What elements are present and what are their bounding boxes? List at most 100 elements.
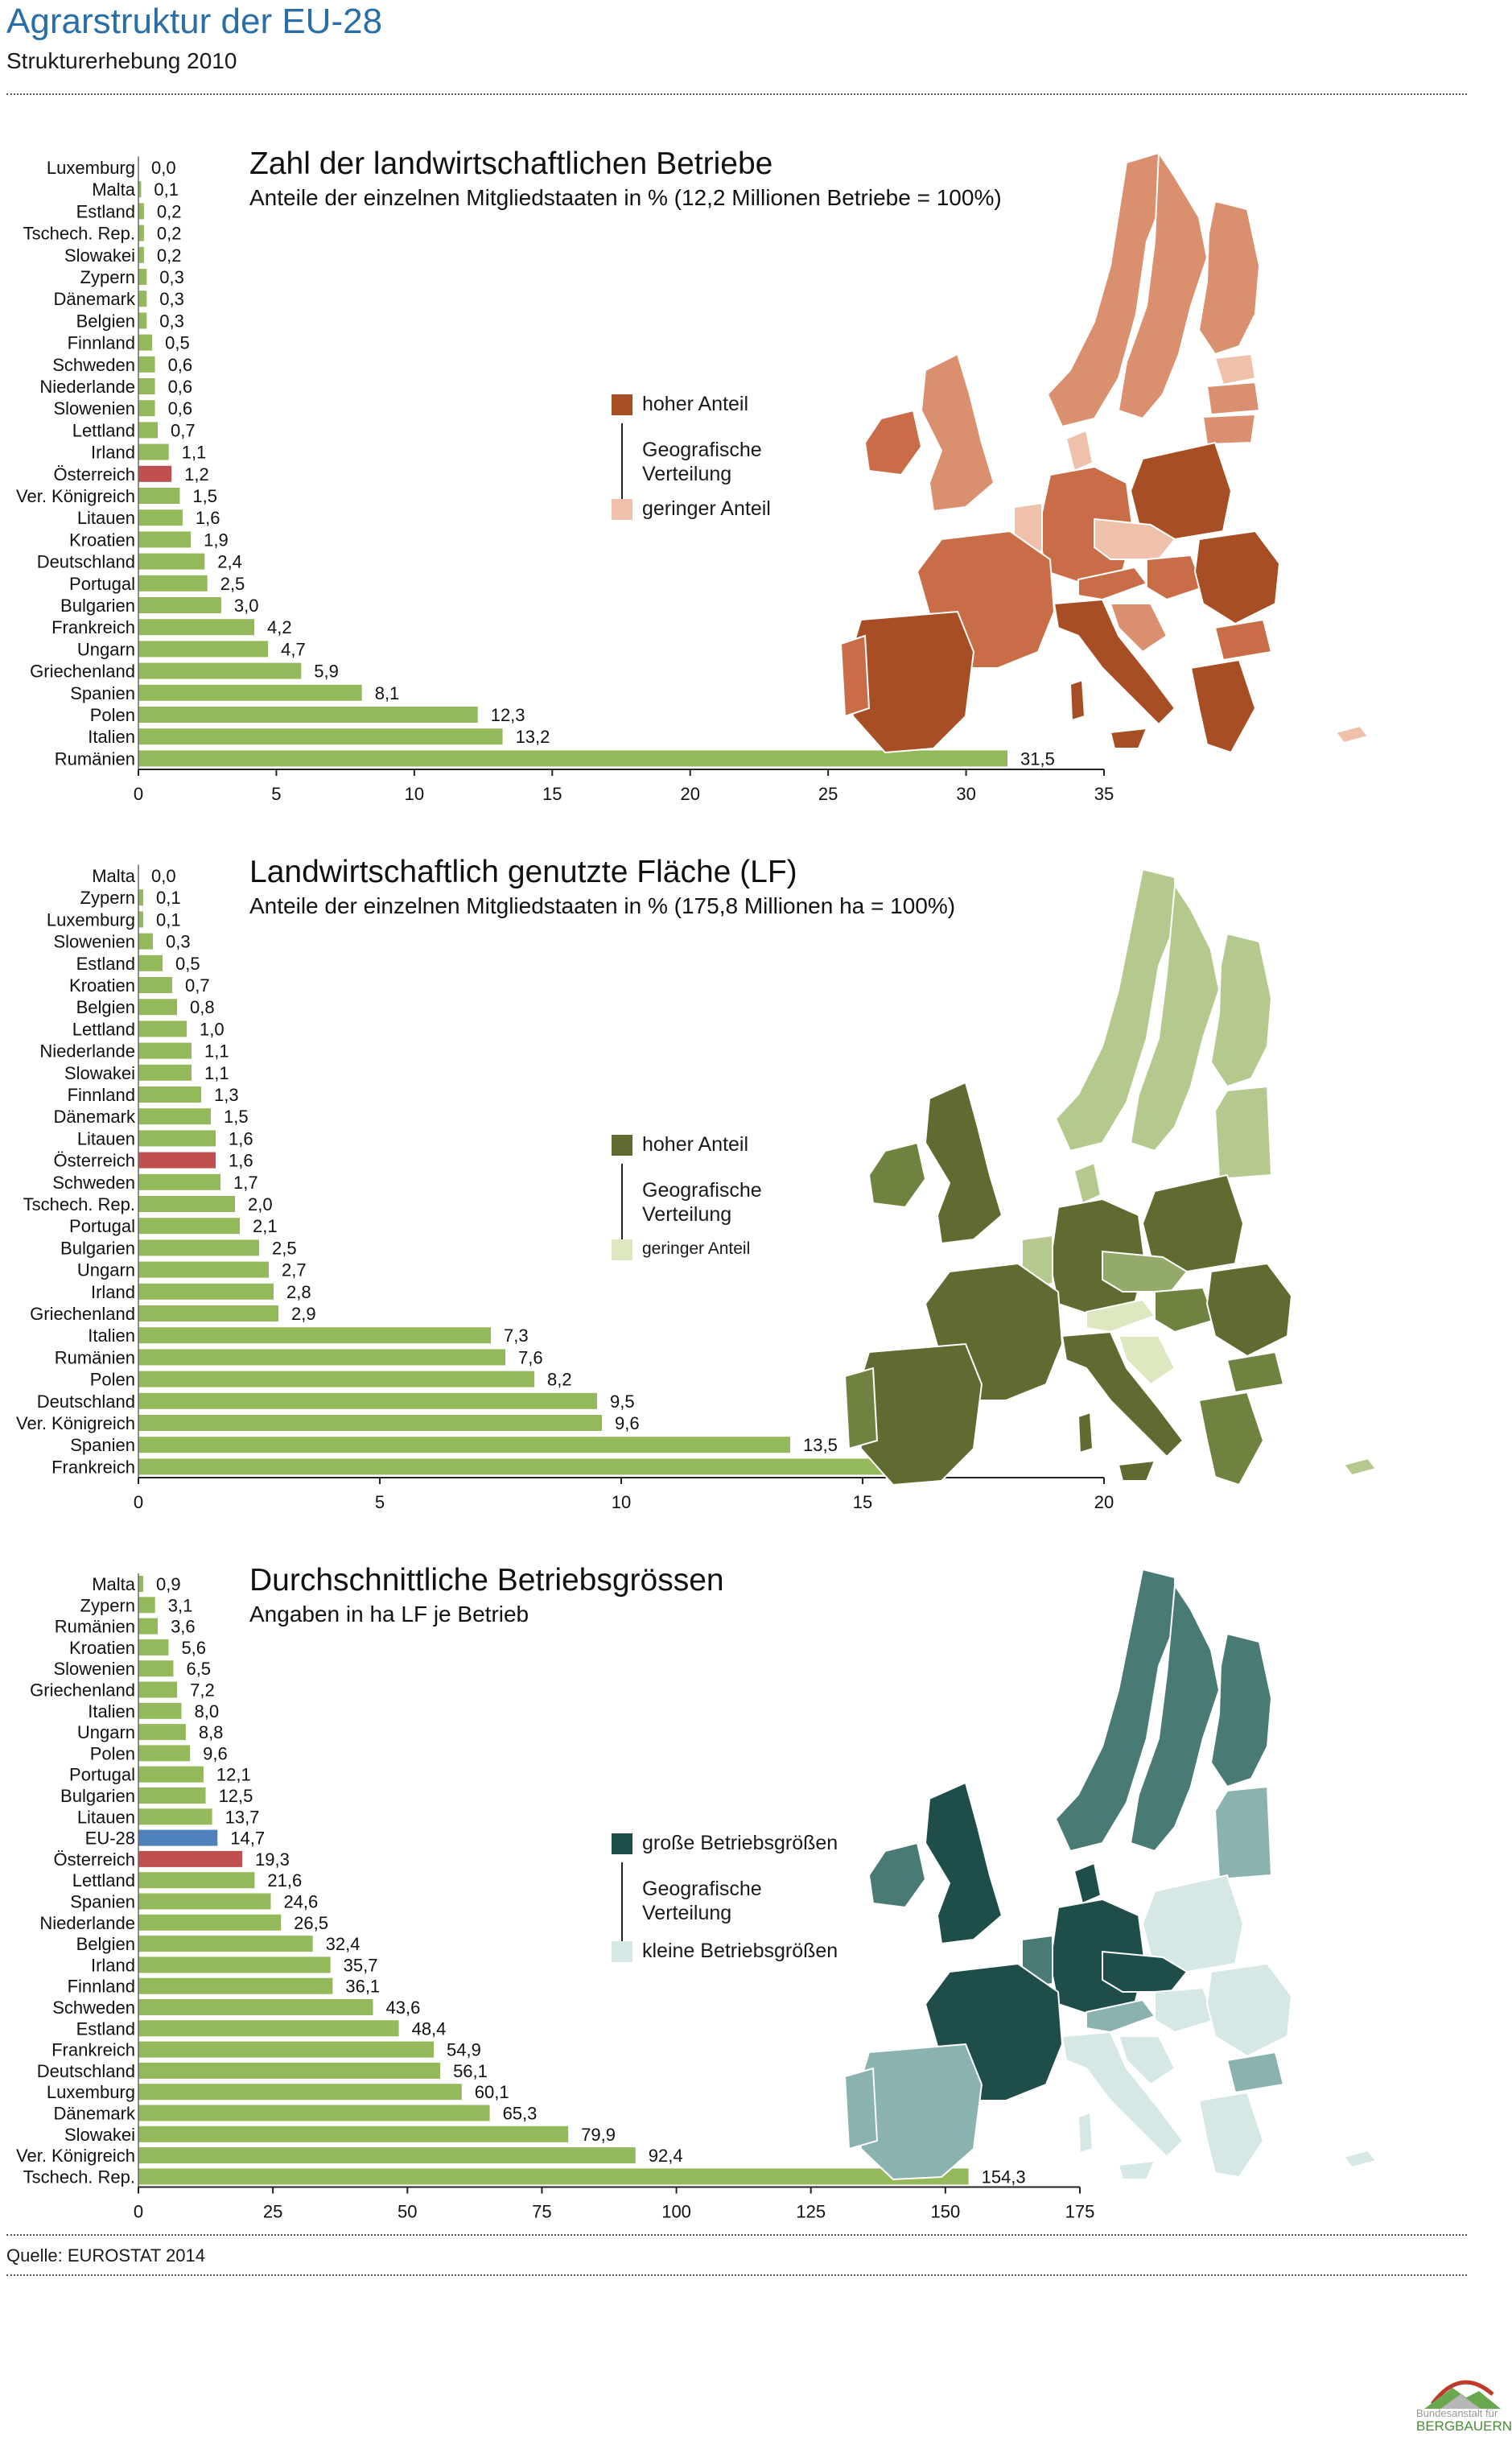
map-region-sweden <box>1129 1583 1221 1853</box>
legend-label-high: hoher Anteil <box>642 1133 749 1156</box>
data-label: 3,1 <box>168 1595 193 1615</box>
category-label: Estland <box>76 2018 135 2039</box>
data-label: 13,5 <box>803 1435 838 1455</box>
map-region-bulgaria <box>1213 618 1273 662</box>
data-label: 19,3 <box>255 1849 290 1870</box>
category-label: Irland <box>91 1955 135 1975</box>
category-label: Luxemburg <box>47 2082 135 2102</box>
data-label: 0,1 <box>156 909 181 930</box>
map-region-romania <box>1205 1262 1293 1358</box>
map-region-sicily <box>1117 1459 1156 1482</box>
bar <box>138 1914 282 1931</box>
data-label: 8,0 <box>194 1701 219 1721</box>
category-label: Polen <box>90 705 135 725</box>
x-tick-label: 15 <box>853 1492 872 1512</box>
data-label: 8,8 <box>199 1722 224 1742</box>
bar <box>138 356 155 373</box>
category-label: Ungarn <box>77 1260 135 1280</box>
map-region-portugal <box>843 1367 879 1450</box>
data-label: 1,5 <box>192 486 217 506</box>
category-label: Polen <box>90 1370 135 1390</box>
map-region-bulgaria <box>1226 1350 1285 1394</box>
bar <box>138 269 147 285</box>
data-label: 0,7 <box>185 975 210 996</box>
category-label: Slowenien <box>53 932 135 952</box>
category-label: Dänemark <box>54 1107 136 1127</box>
bar <box>138 1766 204 1783</box>
data-label: 35,7 <box>344 1955 378 1975</box>
bar <box>138 662 302 679</box>
data-label: 0,9 <box>156 1574 181 1594</box>
map-region-uk <box>920 353 995 513</box>
europe-map-farms <box>839 153 1370 754</box>
bar <box>138 378 155 394</box>
category-label: Bulgarien <box>60 1238 135 1258</box>
map-region-hungary <box>1146 554 1205 601</box>
category-label: Kroatien <box>69 530 135 550</box>
logo-main-text: BERGBAUERNFRAGEN <box>1416 2418 1512 2434</box>
bar <box>138 400 155 417</box>
map-region-denmark <box>1073 1862 1102 1905</box>
map-region-austria <box>1086 1298 1156 1334</box>
data-label: 1,0 <box>200 1019 225 1039</box>
data-label: 2,0 <box>248 1194 273 1214</box>
data-label: 1,6 <box>229 1151 253 1171</box>
data-label: 1,7 <box>233 1173 258 1193</box>
bar <box>138 1371 534 1387</box>
data-label: 0,6 <box>168 398 193 418</box>
data-label: 13,7 <box>225 1807 260 1827</box>
bar <box>138 225 144 241</box>
bar <box>138 1349 505 1366</box>
legend-swatch-high <box>612 394 632 415</box>
data-label: 1,6 <box>229 1128 253 1148</box>
data-label: 65,3 <box>503 2104 538 2124</box>
data-label: 31,5 <box>1020 748 1055 769</box>
bar <box>138 1130 216 1147</box>
bar <box>138 575 208 592</box>
map-region-greece <box>1197 1391 1265 1486</box>
data-label: 12,5 <box>219 1786 253 1806</box>
bar <box>138 1173 220 1190</box>
bar <box>138 619 254 636</box>
map-region-latvia <box>1205 381 1261 416</box>
x-tick-label: 15 <box>542 784 562 804</box>
category-label: Irland <box>91 443 135 463</box>
bar <box>138 312 147 329</box>
category-label: Schweden <box>52 1173 135 1193</box>
map-region-slovenia-croatia <box>1117 1335 1176 1386</box>
data-label: 9,6 <box>615 1413 640 1433</box>
bar <box>138 1283 274 1300</box>
data-label: 6,5 <box>186 1659 211 1679</box>
data-label: 24,6 <box>283 1892 318 1912</box>
category-label: Ver. Königreich <box>16 1413 135 1433</box>
category-label: Italien <box>88 1326 135 1346</box>
category-label: Finnland <box>68 333 135 353</box>
page-title: Agrarstruktur der EU-28 <box>6 2 383 41</box>
category-label: Luxemburg <box>47 909 135 930</box>
category-label: Finnland <box>68 1977 135 1997</box>
data-label: 7,6 <box>518 1347 543 1367</box>
category-label: Litauen <box>77 1807 135 1827</box>
legend-label-middle: Geografische Verteilung <box>642 439 762 485</box>
data-label: 7,2 <box>190 1680 215 1701</box>
category-label: Niederlande <box>39 1913 135 1933</box>
map-region-italy <box>1053 598 1176 726</box>
data-label: 1,5 <box>224 1107 249 1127</box>
map-regions <box>843 1569 1378 2181</box>
data-label: 7,3 <box>504 1326 529 1346</box>
data-label: 1,9 <box>204 530 229 550</box>
data-label: 9,6 <box>203 1743 228 1763</box>
data-label: 0,3 <box>166 932 191 952</box>
category-label: Slowenien <box>53 1659 135 1679</box>
map-region-baltics <box>1213 1085 1273 1181</box>
x-tick-label: 5 <box>375 1492 385 1512</box>
bar <box>138 2041 435 2058</box>
bar <box>138 1745 191 1762</box>
category-label: Spanien <box>70 683 135 703</box>
x-tick-label: 20 <box>680 784 699 804</box>
map-region-cyprus <box>1342 1457 1378 1477</box>
category-label: Estland <box>76 201 135 221</box>
data-label: 12,3 <box>491 705 525 725</box>
category-label: Irland <box>91 1282 135 1302</box>
chart-title: Landwirtschaftlich genutzte Fläche (LF) <box>249 855 797 889</box>
